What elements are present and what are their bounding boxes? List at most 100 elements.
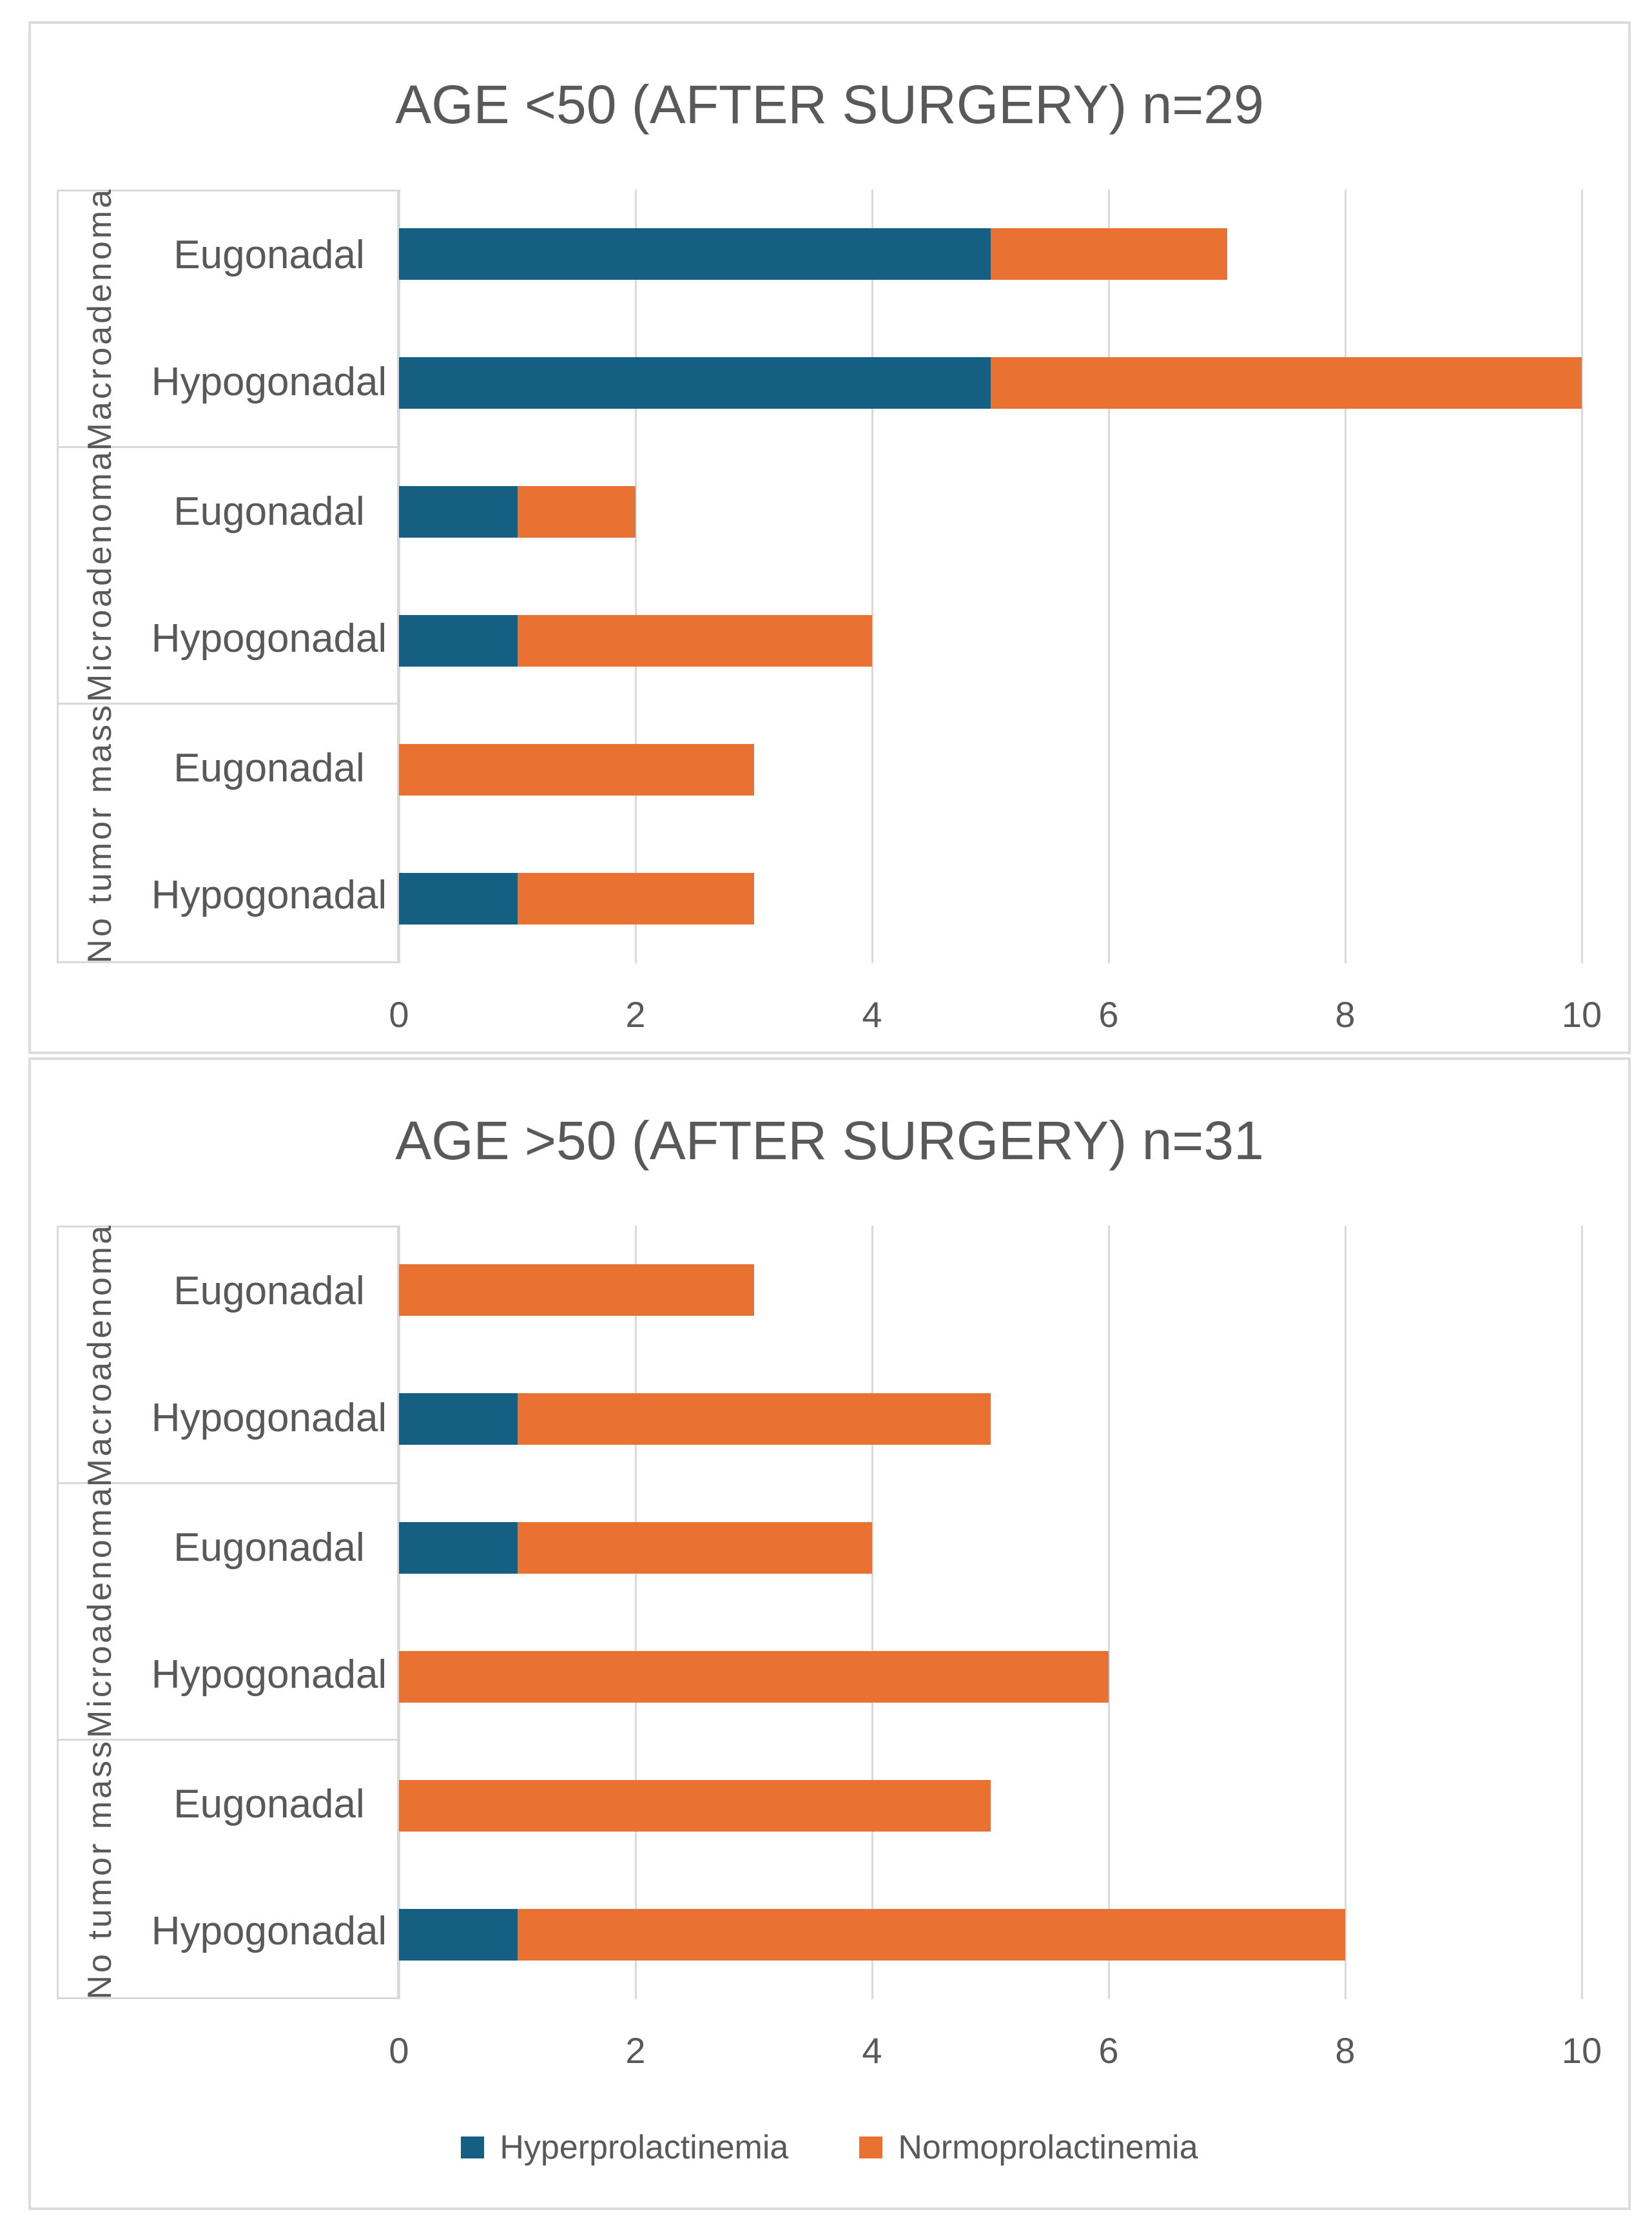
chart-age-over-50: AGE >50 (AFTER SURGERY) n=31 Macroadenom… <box>28 1057 1631 2210</box>
group-section-macroadenoma: Macroadenoma Eugonadal Hypogonadal <box>59 1223 397 1487</box>
group-label-no-tumor-mass: No tumor mass <box>59 702 141 964</box>
row-labels: Eugonadal Hypogonadal <box>141 448 397 703</box>
bar-segment-normoprolactinemia <box>990 357 1582 409</box>
bar-segment-normoprolactinemia <box>990 228 1227 280</box>
legend-item-normoprolactinemia: Normoprolactinemia <box>859 2128 1198 2167</box>
row-label-hypogonadal: Hypogonadal <box>151 360 387 404</box>
row-label-hypogonadal: Hypogonadal <box>151 1909 387 1953</box>
legend-label: Hyperprolactinemia <box>500 2129 789 2166</box>
gridline-4 <box>871 190 873 963</box>
gridline-0 <box>398 1226 400 1999</box>
row-label-hypogonadal: Hypogonadal <box>151 616 387 661</box>
bar-segment-hyperprolactinemia <box>399 873 518 924</box>
row-label-eugonadal: Eugonadal <box>173 233 365 277</box>
row-labels: Eugonadal Hypogonadal <box>141 1741 397 1997</box>
legend-label: Normoprolactinemia <box>898 2129 1198 2166</box>
bar-macroadenoma-hypogonadal <box>399 357 1582 409</box>
gridline-2 <box>634 1226 637 1999</box>
x-tick-8: 8 <box>1335 994 1356 1035</box>
gridline-6 <box>1107 1226 1110 1999</box>
row-labels: Eugonadal Hypogonadal <box>141 1484 397 1739</box>
bar-segment-normoprolactinemia <box>517 1393 991 1445</box>
bar-segment-normoprolactinemia <box>517 486 636 538</box>
row-labels: Eugonadal Hypogonadal <box>141 191 397 446</box>
row-label-eugonadal: Eugonadal <box>173 1782 365 1826</box>
bar-segment-normoprolactinemia <box>517 615 872 667</box>
group-label-no-tumor-mass: No tumor mass <box>59 1738 141 2000</box>
category-panel: Macroadenoma Eugonadal Hypogonadal Microade… <box>57 1223 399 2000</box>
group-section-no-tumor-mass: No tumor mass Eugonadal Hypogonadal <box>59 1738 397 2000</box>
group-label-text: Microadenoma <box>81 1485 119 1738</box>
bar-segment-hyperprolactinemia <box>399 1393 518 1445</box>
x-tick-2: 2 <box>625 2030 646 2071</box>
x-axis: 0 2 4 6 8 10 <box>389 992 1602 1037</box>
bar-segment-hyperprolactinemia <box>399 1909 518 1961</box>
bar-segment-normoprolactinemia <box>399 1264 754 1316</box>
row-label-eugonadal: Eugonadal <box>173 1269 365 1313</box>
legend-item-hyperprolactinemia: Hyperprolactinemia <box>461 2128 788 2167</box>
bar-segment-normoprolactinemia <box>517 1522 872 1574</box>
x-tick-8: 8 <box>1335 2030 1356 2071</box>
x-tick-2: 2 <box>625 994 646 1035</box>
x-tick-10: 10 <box>1561 2030 1602 2071</box>
group-label-microadenoma: Microadenoma <box>59 448 141 703</box>
bar-macroadenoma-eugonadal <box>399 1264 754 1316</box>
gridline-10 <box>1580 190 1583 963</box>
group-label-text: No tumor mass <box>81 702 119 964</box>
gridline-0 <box>398 190 400 963</box>
bar-segment-normoprolactinemia <box>517 1909 1345 1961</box>
row-labels: Eugonadal Hypogonadal <box>141 705 397 961</box>
bar-macroadenoma-eugonadal <box>399 228 1227 280</box>
bar-segment-normoprolactinemia <box>399 1651 1109 1703</box>
group-section-microadenoma: Microadenoma Eugonadal Hypogonadal <box>59 448 397 705</box>
group-label-text: Macroadenoma <box>81 1222 119 1487</box>
group-label-macroadenoma: Macroadenoma <box>59 187 141 451</box>
bar-no-tumor-mass-eugonadal <box>399 744 754 796</box>
chart-age-under-50: AGE <50 (AFTER SURGERY) n=29 Macroadenom… <box>28 21 1631 1054</box>
gridline-10 <box>1580 1226 1583 1999</box>
legend: Hyperprolactinemia Normoprolactinemia <box>31 2124 1628 2171</box>
group-section-microadenoma: Microadenoma Eugonadal Hypogonadal <box>59 1484 397 1741</box>
group-label-text: Macroadenoma <box>81 186 119 451</box>
bar-segment-normoprolactinemia <box>399 744 754 796</box>
row-label-hypogonadal: Hypogonadal <box>151 1396 387 1440</box>
x-tick-0: 0 <box>389 994 409 1035</box>
bar-no-tumor-mass-hypogonadal <box>399 873 754 924</box>
group-section-no-tumor-mass: No tumor mass Eugonadal Hypogonadal <box>59 702 397 964</box>
row-label-hypogonadal: Hypogonadal <box>151 1652 387 1697</box>
bar-microadenoma-hypogonadal <box>399 615 872 667</box>
gridline-8 <box>1344 1226 1346 1999</box>
x-tick-6: 6 <box>1098 994 1119 1035</box>
bar-segment-hyperprolactinemia <box>399 486 518 538</box>
bar-microadenoma-hypogonadal <box>399 1651 1109 1703</box>
group-label-macroadenoma: Macroadenoma <box>59 1223 141 1487</box>
gridline-2 <box>634 190 637 963</box>
gridline-4 <box>871 1226 873 1999</box>
bar-segment-hyperprolactinemia <box>399 615 518 667</box>
category-panel: Macroadenoma Eugonadal Hypogonadal Microade… <box>57 187 399 964</box>
bar-segment-hyperprolactinemia <box>399 228 991 280</box>
x-tick-4: 4 <box>862 994 882 1035</box>
bar-microadenoma-eugonadal <box>399 486 636 538</box>
bar-no-tumor-mass-hypogonadal <box>399 1909 1345 1961</box>
x-tick-0: 0 <box>389 2030 409 2071</box>
x-tick-10: 10 <box>1561 994 1602 1035</box>
x-tick-6: 6 <box>1098 2030 1119 2071</box>
legend-swatch-normo <box>859 2137 883 2158</box>
row-label-hypogonadal: Hypogonadal <box>151 873 387 917</box>
row-label-eugonadal: Eugonadal <box>173 746 365 790</box>
bar-macroadenoma-hypogonadal <box>399 1393 991 1445</box>
row-labels: Eugonadal Hypogonadal <box>141 1227 397 1482</box>
bar-microadenoma-eugonadal <box>399 1522 872 1574</box>
x-tick-4: 4 <box>862 2030 882 2071</box>
gridline-8 <box>1344 190 1346 963</box>
legend-swatch-hyper <box>461 2137 485 2158</box>
plot-area <box>398 1226 1583 1999</box>
group-label-text: No tumor mass <box>81 1738 119 2000</box>
row-label-eugonadal: Eugonadal <box>173 1525 365 1570</box>
group-label-text: Microadenoma <box>81 449 119 702</box>
bar-segment-hyperprolactinemia <box>399 1522 518 1574</box>
plot-area <box>398 190 1583 963</box>
group-section-macroadenoma: Macroadenoma Eugonadal Hypogonadal <box>59 187 397 451</box>
